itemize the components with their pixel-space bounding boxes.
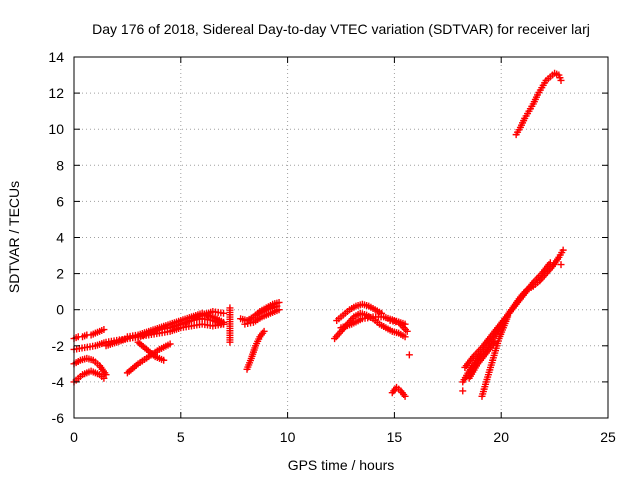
y-tick-label: -4	[52, 374, 65, 390]
data-point	[557, 261, 565, 269]
y-tick-label: 14	[48, 49, 64, 65]
data-point	[546, 259, 554, 267]
x-tick-label: 20	[493, 429, 509, 445]
x-tick-label: 5	[177, 429, 185, 445]
data-point	[559, 246, 567, 254]
data-point	[275, 306, 283, 314]
data-point	[160, 356, 168, 364]
series-arc-18	[386, 317, 411, 335]
series-arc-11	[243, 327, 268, 373]
y-tick-label: 12	[48, 85, 64, 101]
data-point	[275, 298, 283, 306]
series-arc-9	[187, 308, 228, 323]
series-arc-24	[465, 338, 499, 382]
series-arc-10	[226, 304, 234, 346]
data-point	[260, 327, 268, 335]
series-arc-8	[134, 338, 168, 364]
series-arc-27	[459, 387, 467, 395]
data-point	[403, 327, 411, 335]
axis-ticks	[73, 56, 609, 419]
y-tick-label: 6	[56, 193, 64, 209]
data-point	[220, 318, 228, 326]
x-axis-label: GPS time / hours	[288, 457, 395, 473]
x-tick-label: 10	[280, 429, 296, 445]
data-points	[70, 69, 567, 400]
grid-lines	[74, 57, 608, 418]
y-tick-label: 0	[56, 302, 64, 318]
data-point	[405, 351, 413, 359]
y-tick-label: 4	[56, 230, 64, 246]
x-tick-label: 25	[600, 429, 616, 445]
data-point	[226, 338, 234, 346]
x-tick-label: 15	[387, 429, 403, 445]
series-arc-4	[70, 354, 110, 379]
series-arc-26	[557, 261, 565, 269]
data-point	[100, 326, 108, 334]
series-arc-14	[252, 302, 281, 319]
x-tick-label: 0	[70, 429, 78, 445]
series-arc-23	[478, 313, 512, 400]
y-tick-label: 8	[56, 157, 64, 173]
data-point	[401, 392, 409, 400]
data-point	[401, 333, 409, 341]
y-tick-label: 10	[48, 121, 64, 137]
y-axis-label: SDTVAR / TECUs	[6, 181, 22, 293]
data-point	[100, 374, 108, 382]
series-arc-19	[405, 351, 413, 359]
chart-title: Day 176 of 2018, Sidereal Day-to-day VTE…	[92, 21, 590, 37]
data-point	[557, 76, 565, 84]
data-point	[220, 309, 228, 317]
y-tick-label: 2	[56, 266, 64, 282]
y-tick-labels: -6 -4 -2 0 2 4 6 8 10 12 14	[48, 49, 64, 426]
series-arc-25	[512, 69, 565, 139]
data-point	[504, 313, 512, 321]
data-point	[102, 371, 110, 379]
y-tick-label: -6	[52, 410, 65, 426]
y-tick-label: -2	[52, 338, 65, 354]
series-arc-20	[388, 383, 409, 400]
data-point	[459, 387, 467, 395]
data-point	[166, 340, 174, 348]
data-point	[273, 302, 281, 310]
x-tick-labels: 0 5 10 15 20 25	[70, 429, 616, 445]
data-point	[491, 338, 499, 346]
